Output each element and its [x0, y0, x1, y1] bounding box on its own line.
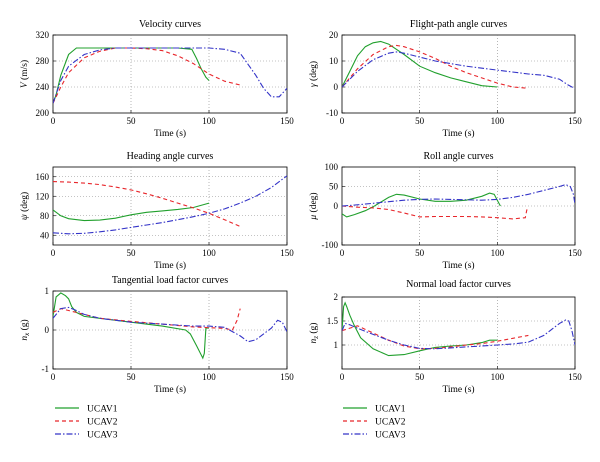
y-tick-label: 1	[45, 286, 50, 296]
y-tick-label: 10	[329, 56, 339, 66]
x-tick-label: 0	[51, 248, 56, 258]
x-tick-label: 100	[202, 116, 216, 126]
series-line-ucav3	[53, 47, 287, 104]
x-tick-label: 0	[51, 116, 56, 126]
y-tick-label: 160	[36, 172, 50, 182]
plot-area	[341, 34, 576, 114]
y-axis-label: γ (deg)	[308, 61, 319, 87]
x-tick-label: 100	[202, 372, 216, 382]
x-tick-label: 150	[568, 372, 582, 382]
series-line-ucav3	[342, 51, 575, 89]
x-tick-label: 0	[340, 248, 345, 258]
y-tick-label: 20	[329, 30, 339, 40]
legend-1: UCAV1 UCAV2 UCAV3	[55, 405, 118, 441]
chart-panel-1: 0 50 100 150 200 240 280 320 Velocity curves Time…	[19, 19, 294, 139]
legend-label-ucav3: UCAV3	[375, 431, 406, 441]
x-tick-label: 100	[491, 116, 505, 126]
y-tick-label: 2	[334, 292, 339, 302]
y-tick-label: 1.5	[327, 316, 339, 326]
x-axis-label: Time (s)	[154, 128, 186, 139]
plot-area	[52, 34, 288, 114]
series-line-ucav2	[53, 181, 241, 228]
y-tick-label: -10	[326, 108, 338, 118]
chart-title: Flight-path angle curves	[410, 19, 507, 30]
legend-label-ucav2: UCAV2	[87, 418, 118, 428]
y-tick-label: -100	[322, 240, 339, 250]
x-tick-label: 100	[491, 248, 505, 258]
chart-title: Normal load factor curves	[406, 279, 511, 290]
x-tick-label: 50	[127, 372, 137, 382]
legend-2: UCAV1 UCAV2 UCAV3	[343, 405, 406, 441]
chart-panel-3: 0 50 100 150 40 80 120 160 Heading angle curves T…	[19, 151, 294, 271]
y-tick-label: -1	[42, 364, 50, 374]
x-tick-label: 100	[491, 372, 505, 382]
y-tick-label: 100	[325, 162, 339, 172]
chart-title: Roll angle curves	[424, 151, 494, 162]
x-axis-label: Time (s)	[442, 260, 474, 271]
series-line-ucav2	[342, 325, 529, 350]
legend-label-ucav1: UCAV1	[87, 405, 118, 415]
series-line-ucav1	[342, 40, 498, 88]
series-line-ucav3	[342, 319, 575, 350]
x-axis-label: Time (s)	[154, 384, 186, 395]
plot-area	[341, 296, 576, 370]
x-tick-label: 0	[340, 116, 345, 126]
chart-title: Tangential load factor curves	[112, 275, 228, 286]
x-axis-label: Time (s)	[442, 384, 474, 395]
series-line-ucav2	[53, 308, 241, 331]
y-axis-label: nz (g)	[308, 323, 320, 344]
y-tick-label: 0	[45, 325, 50, 335]
x-tick-label: 0	[340, 372, 345, 382]
y-tick-label: 1	[334, 340, 339, 350]
y-tick-label: 0	[334, 82, 339, 92]
series-line-ucav1	[53, 202, 210, 222]
x-tick-label: 150	[280, 372, 294, 382]
x-tick-label: 0	[51, 372, 56, 382]
y-tick-label: 50	[329, 182, 339, 192]
chart-title: Velocity curves	[139, 19, 201, 30]
y-tick-label: 40	[40, 230, 50, 240]
plot-area	[341, 166, 576, 246]
x-tick-label: 150	[280, 116, 294, 126]
x-tick-label: 50	[415, 248, 425, 258]
x-tick-label: 50	[415, 372, 425, 382]
y-tick-label: 120	[36, 191, 50, 201]
y-tick-label: 200	[36, 108, 50, 118]
y-axis-label: ψ (deg)	[19, 192, 30, 220]
y-tick-label: 280	[36, 56, 50, 66]
series-line-ucav3	[53, 175, 287, 235]
y-tick-label: 80	[40, 211, 50, 221]
series-line-ucav1	[342, 192, 501, 218]
series-line-ucav2	[342, 205, 529, 220]
legend-label-ucav1: UCAV1	[375, 405, 406, 415]
series-line-ucav2	[342, 44, 529, 89]
x-tick-label: 150	[280, 248, 294, 258]
x-tick-label: 50	[127, 116, 137, 126]
x-tick-label: 100	[202, 248, 216, 258]
series-line-ucav1	[342, 301, 498, 357]
chart-title: Heading angle curves	[127, 151, 214, 162]
series-line-ucav3	[342, 184, 575, 207]
series-line-ucav3	[53, 306, 287, 343]
legend-label-ucav2: UCAV2	[375, 418, 406, 428]
y-axis-label: nx (g)	[19, 319, 31, 340]
x-tick-label: 50	[127, 248, 137, 258]
chart-panel-6: 0 50 100 150 1 1.5 2 Normal load factor curves T…	[308, 279, 582, 395]
y-axis-label: μ (deg)	[308, 192, 319, 220]
x-axis-label: Time (s)	[442, 128, 474, 139]
x-tick-label: 150	[568, 116, 582, 126]
x-axis-label: Time (s)	[154, 260, 186, 271]
x-tick-label: 50	[415, 116, 425, 126]
y-axis-label: V (m/s)	[19, 60, 30, 88]
y-tick-label: 320	[36, 30, 50, 40]
legend-label-ucav3: UCAV3	[87, 431, 118, 441]
x-tick-label: 150	[568, 248, 582, 258]
y-tick-label: 240	[36, 82, 50, 92]
y-tick-label: 0	[334, 201, 339, 211]
